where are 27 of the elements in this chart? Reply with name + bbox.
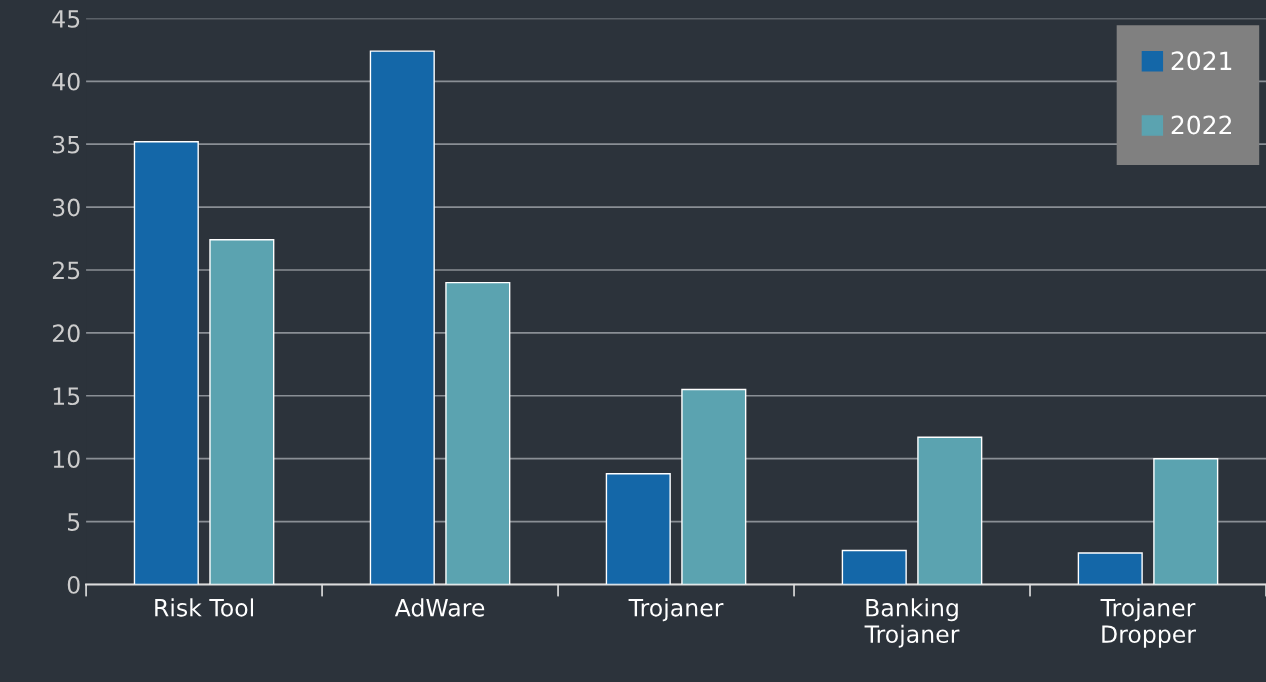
x-tick-label: Trojaner bbox=[628, 598, 724, 622]
x-tick-label: Risk Tool bbox=[155, 598, 254, 617]
bar bbox=[209, 239, 275, 585]
x-tick-label: Banking Trojaner bbox=[864, 598, 960, 648]
x-tick-label: AdWare bbox=[394, 598, 485, 617]
y-tick-label: 0 bbox=[67, 575, 80, 594]
y-tick-label: 25 bbox=[52, 261, 80, 280]
bar bbox=[605, 473, 671, 585]
bar bbox=[681, 388, 747, 585]
bar bbox=[1153, 457, 1219, 585]
y-tick-label: 20 bbox=[52, 324, 80, 343]
bar bbox=[133, 140, 199, 585]
bar bbox=[369, 50, 435, 585]
x-tick-label: Trojaner Dropper bbox=[1100, 598, 1197, 648]
y-tick-label: 15 bbox=[53, 387, 80, 406]
legend-label: 2021 bbox=[1171, 51, 1232, 71]
bar bbox=[917, 436, 983, 585]
bar bbox=[445, 281, 511, 585]
y-tick-label: 10 bbox=[53, 450, 80, 468]
bar bbox=[841, 549, 907, 585]
legend-label: 2022 bbox=[1171, 115, 1231, 135]
y-tick-label: 35 bbox=[52, 135, 80, 154]
y-tick-label: 5 bbox=[68, 513, 80, 531]
y-tick-label: 45 bbox=[52, 10, 80, 28]
bar bbox=[1077, 552, 1143, 585]
y-tick-label: 30 bbox=[52, 198, 80, 217]
y-tick-label: 40 bbox=[52, 72, 80, 91]
